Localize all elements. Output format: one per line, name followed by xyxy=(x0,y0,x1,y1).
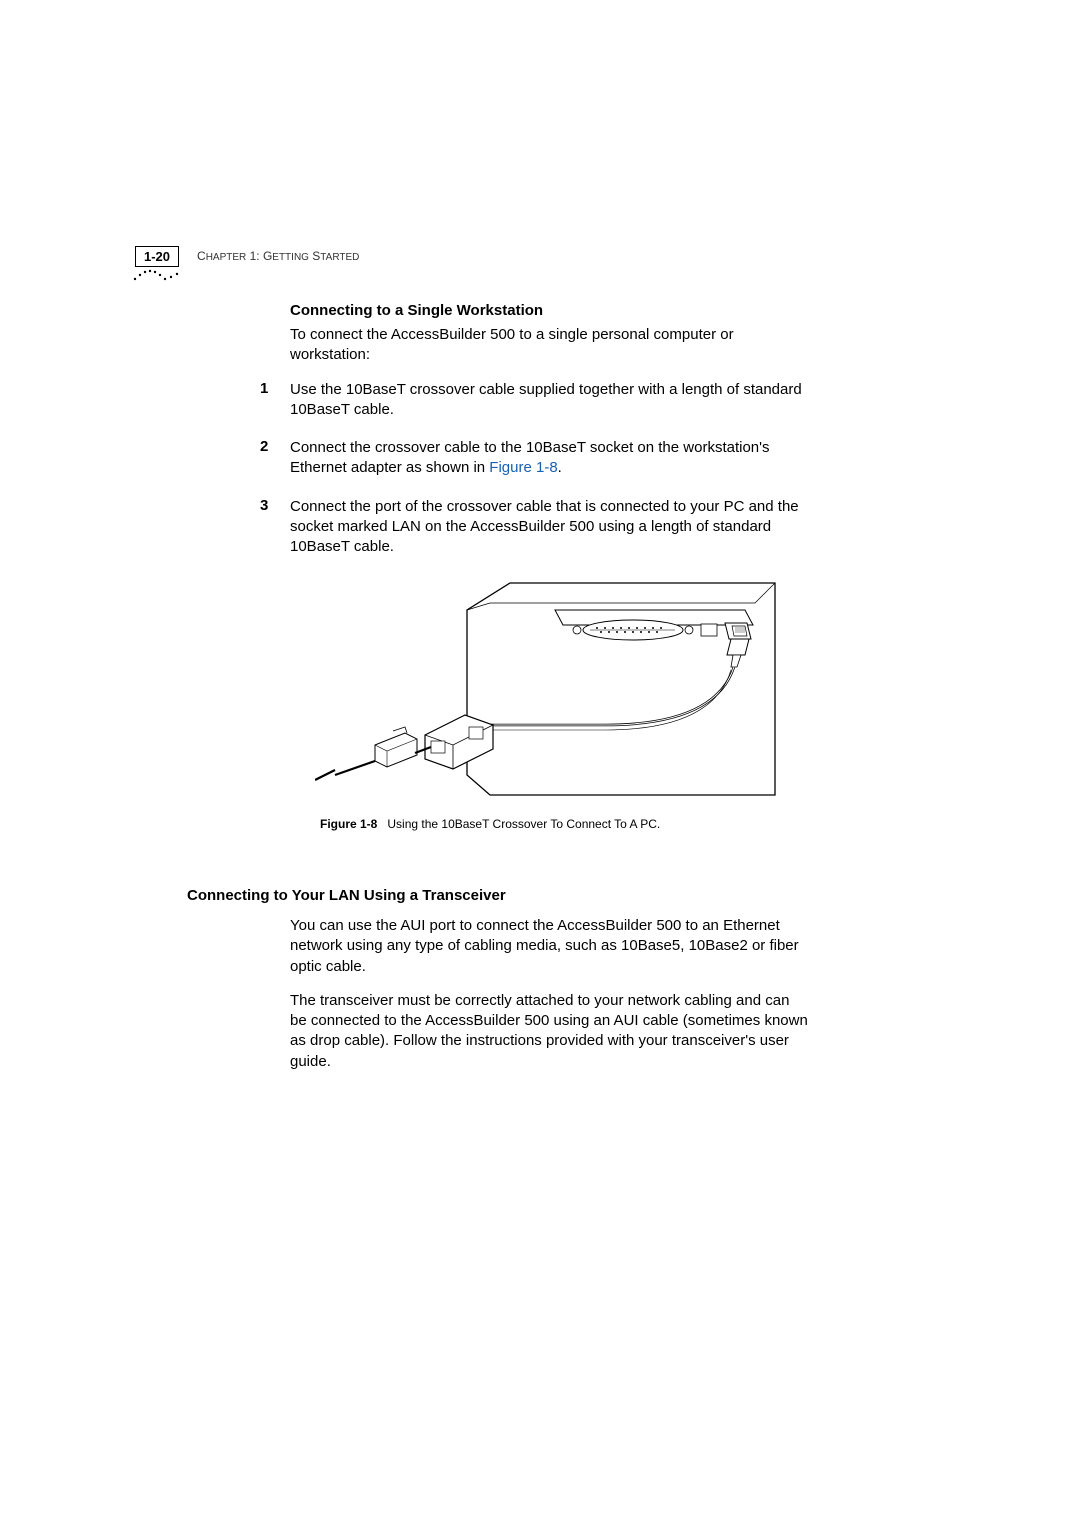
list-number: 1 xyxy=(260,380,290,421)
section2-para2: The transceiver must be correctly attach… xyxy=(290,991,810,1072)
figure-1-8: Figure 1-8 Using the 10BaseT Crossover T… xyxy=(290,575,810,831)
list-body: Use the 10BaseT crossover cable supplied… xyxy=(290,380,810,421)
intro-paragraph: To connect the AccessBuilder 500 to a si… xyxy=(290,325,810,366)
section2-body: You can use the AUI port to connect the … xyxy=(290,916,810,1086)
page-header: 1-20 CHAPTER 1: GETTING STARTED xyxy=(135,246,945,267)
list-body: Connect the port of the crossover cable … xyxy=(290,497,810,558)
list-item: 3 Connect the port of the crossover cabl… xyxy=(290,497,810,558)
section2-para1: You can use the AUI port to connect the … xyxy=(290,916,810,977)
list-number: 2 xyxy=(260,438,290,479)
list-number: 3 xyxy=(260,497,290,558)
dots-pattern-icon xyxy=(131,267,181,283)
list-text-tail: . xyxy=(558,459,562,476)
subheading-single-workstation: Connecting to a Single Workstation xyxy=(290,302,810,319)
list-item: 2 Connect the crossover cable to the 10B… xyxy=(290,438,810,479)
figure-label: Figure 1-8 xyxy=(320,817,377,831)
main-content: Connecting to a Single Workstation To co… xyxy=(290,302,810,841)
list-item: 1 Use the 10BaseT crossover cable suppli… xyxy=(290,380,810,421)
crossover-cable-illustration xyxy=(315,575,785,805)
figure-caption: Figure 1-8 Using the 10BaseT Crossover T… xyxy=(320,817,810,831)
list-body: Connect the crossover cable to the 10Bas… xyxy=(290,438,810,479)
figure-link[interactable]: Figure 1-8 xyxy=(489,459,557,476)
section-heading-transceiver: Connecting to Your LAN Using a Transceiv… xyxy=(187,887,506,904)
figure-caption-text: Using the 10BaseT Crossover To Connect T… xyxy=(387,817,660,831)
page-number: 1-20 xyxy=(135,246,179,267)
chapter-label: CHAPTER 1: GETTING STARTED xyxy=(197,246,359,263)
